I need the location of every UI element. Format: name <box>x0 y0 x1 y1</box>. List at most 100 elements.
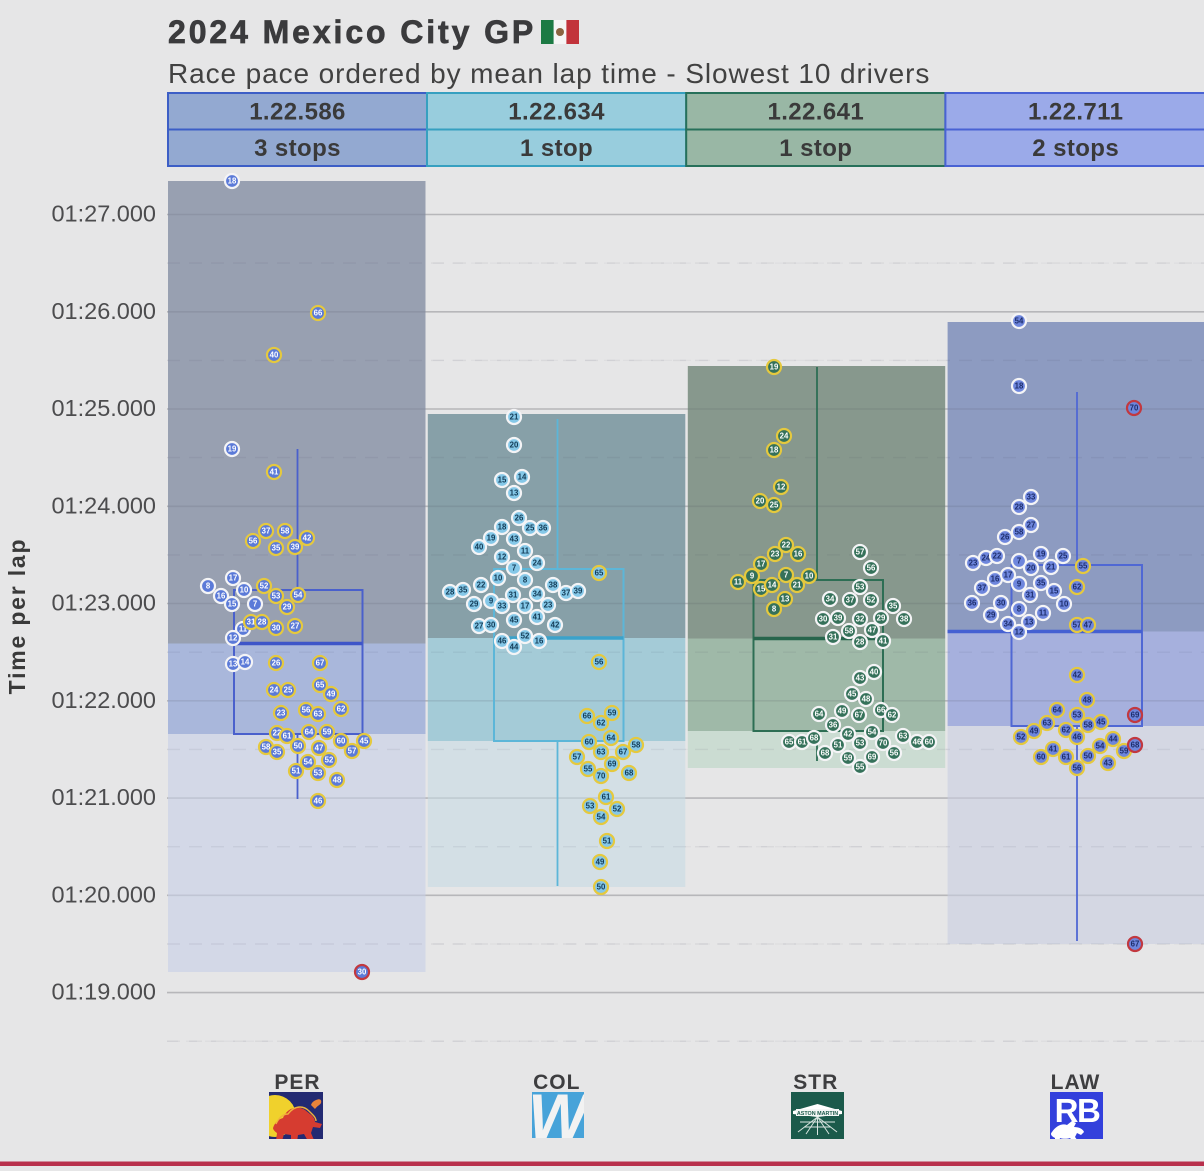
svg-text:30: 30 <box>997 599 1006 608</box>
svg-text:20: 20 <box>1027 564 1036 573</box>
svg-text:31: 31 <box>829 633 838 642</box>
svg-text:53: 53 <box>856 583 865 592</box>
svg-text:58: 58 <box>1015 528 1024 537</box>
svg-text:01:24.000: 01:24.000 <box>51 492 156 518</box>
svg-text:30: 30 <box>272 624 281 633</box>
svg-text:30: 30 <box>358 968 367 977</box>
svg-text:1 stop: 1 stop <box>779 135 852 162</box>
svg-text:1 stop: 1 stop <box>520 135 593 162</box>
svg-text:16: 16 <box>991 575 1000 584</box>
svg-text:47: 47 <box>1084 621 1093 630</box>
svg-text:68: 68 <box>821 749 830 758</box>
svg-text:50: 50 <box>597 883 606 892</box>
svg-text:15: 15 <box>228 600 237 609</box>
svg-text:56: 56 <box>595 658 604 667</box>
svg-text:64: 64 <box>815 710 824 719</box>
svg-text:69: 69 <box>608 760 617 769</box>
svg-text:01:26.000: 01:26.000 <box>51 298 156 324</box>
svg-text:8: 8 <box>1017 605 1022 614</box>
svg-text:12: 12 <box>777 483 786 492</box>
svg-text:RB: RB <box>1055 1092 1100 1129</box>
svg-text:8: 8 <box>772 605 777 614</box>
svg-text:20: 20 <box>510 441 519 450</box>
svg-text:31: 31 <box>509 591 518 600</box>
svg-text:67: 67 <box>316 659 325 668</box>
svg-text:27: 27 <box>475 622 484 631</box>
svg-text:60: 60 <box>337 737 346 746</box>
svg-text:62: 62 <box>337 705 346 714</box>
svg-text:45: 45 <box>510 616 519 625</box>
svg-text:64: 64 <box>1053 706 1062 715</box>
svg-text:11: 11 <box>734 578 743 587</box>
svg-text:13: 13 <box>229 660 238 669</box>
svg-text:28: 28 <box>258 618 267 627</box>
svg-text:9: 9 <box>1017 580 1022 589</box>
svg-text:17: 17 <box>229 574 238 583</box>
svg-text:68: 68 <box>810 734 819 743</box>
svg-text:49: 49 <box>327 690 336 699</box>
svg-text:45: 45 <box>1097 718 1106 727</box>
svg-text:56: 56 <box>249 537 258 546</box>
svg-text:51: 51 <box>292 767 301 776</box>
svg-text:48: 48 <box>1083 696 1092 705</box>
svg-text:63: 63 <box>597 748 606 757</box>
svg-text:63: 63 <box>314 710 323 719</box>
svg-text:29: 29 <box>877 614 886 623</box>
svg-text:COL: COL <box>533 1071 580 1094</box>
svg-text:2024 Mexico City GP: 2024 Mexico City GP <box>168 14 536 50</box>
svg-text:55: 55 <box>584 765 593 774</box>
svg-text:64: 64 <box>305 728 314 737</box>
svg-text:26: 26 <box>515 514 524 523</box>
svg-text:22: 22 <box>273 729 282 738</box>
svg-text:46: 46 <box>498 637 507 646</box>
svg-text:23: 23 <box>771 550 780 559</box>
svg-text:41: 41 <box>879 637 888 646</box>
svg-text:01:23.000: 01:23.000 <box>51 590 156 616</box>
svg-text:55: 55 <box>856 763 865 772</box>
svg-text:39: 39 <box>291 543 300 552</box>
svg-text:18: 18 <box>1015 382 1024 391</box>
svg-text:59: 59 <box>844 754 853 763</box>
svg-text:10: 10 <box>240 586 249 595</box>
svg-text:60: 60 <box>925 738 934 747</box>
svg-text:3 stops: 3 stops <box>254 135 341 162</box>
svg-text:42: 42 <box>303 534 312 543</box>
svg-text:65: 65 <box>316 681 325 690</box>
svg-text:39: 39 <box>834 614 843 623</box>
svg-text:34: 34 <box>826 595 835 604</box>
svg-text:15: 15 <box>757 585 766 594</box>
svg-text:12: 12 <box>498 553 507 562</box>
svg-text:35: 35 <box>1037 579 1046 588</box>
svg-text:21: 21 <box>793 581 802 590</box>
svg-text:19: 19 <box>487 534 496 543</box>
svg-text:61: 61 <box>1062 753 1071 762</box>
svg-text:42: 42 <box>551 621 560 630</box>
svg-text:66: 66 <box>877 706 886 715</box>
svg-text:28: 28 <box>1015 503 1024 512</box>
svg-text:46: 46 <box>913 738 922 747</box>
svg-text:38: 38 <box>549 581 558 590</box>
svg-text:14: 14 <box>768 581 777 590</box>
svg-text:13: 13 <box>781 595 790 604</box>
svg-text:10: 10 <box>494 574 503 583</box>
svg-text:41: 41 <box>533 613 542 622</box>
svg-text:40: 40 <box>870 668 879 677</box>
svg-text:STR: STR <box>793 1071 838 1094</box>
svg-text:41: 41 <box>270 468 279 477</box>
svg-text:59: 59 <box>608 709 617 718</box>
svg-text:54: 54 <box>1015 317 1024 326</box>
svg-text:68: 68 <box>625 769 634 778</box>
svg-text:61: 61 <box>798 738 807 747</box>
svg-text:34: 34 <box>533 590 542 599</box>
svg-text:66: 66 <box>583 712 592 721</box>
svg-text:65: 65 <box>785 738 794 747</box>
svg-text:25: 25 <box>770 501 779 510</box>
svg-text:40: 40 <box>270 351 279 360</box>
svg-text:52: 52 <box>521 632 530 641</box>
svg-text:36: 36 <box>829 721 838 730</box>
svg-text:W: W <box>528 1082 592 1152</box>
svg-text:34: 34 <box>1004 620 1013 629</box>
svg-text:7: 7 <box>1017 557 1021 566</box>
svg-text:1.22.634: 1.22.634 <box>508 99 605 126</box>
svg-text:33: 33 <box>498 602 507 611</box>
